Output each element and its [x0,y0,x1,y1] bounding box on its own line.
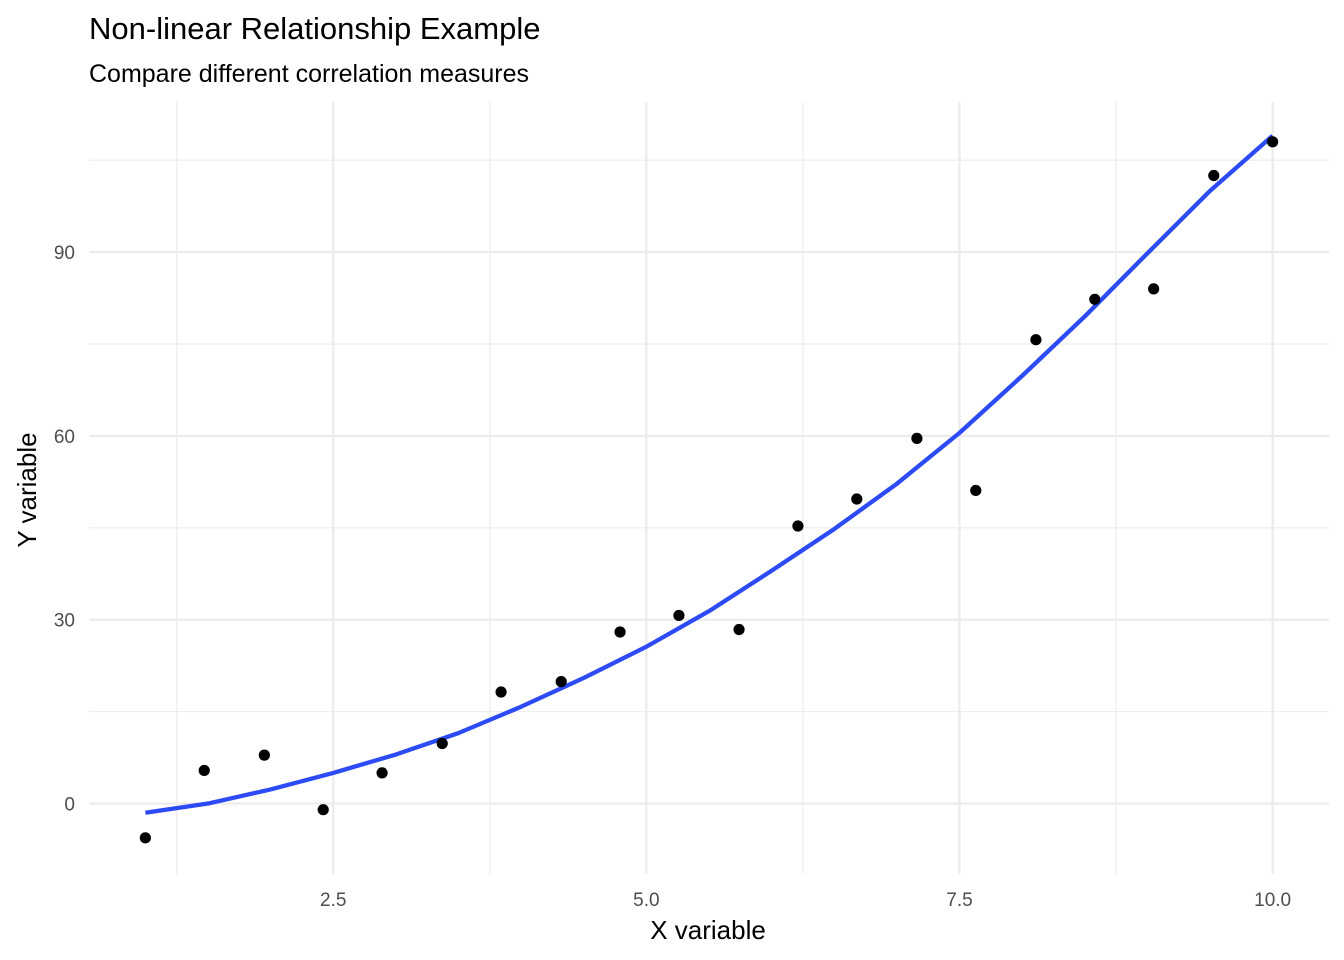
fit-line-layer [145,134,1275,815]
data-point [258,749,270,761]
data-point [614,626,626,638]
data-point [673,609,685,622]
fit-line [145,134,1275,815]
x-tick-label: 5.0 [633,890,659,911]
chart-title: Non-linear Relationship Example [89,11,540,46]
data-point [970,484,982,497]
x-tick-label: 10.0 [1254,890,1291,911]
data-point [376,767,388,779]
data-point [1030,334,1042,346]
data-point [1267,136,1279,148]
data-point [733,623,745,636]
y-tick-label: 0 [64,795,75,816]
x-tick-label: 2.5 [320,890,346,911]
y-tick-label: 30 [54,611,75,632]
y-axis-title: Y variable [12,432,42,547]
data-point [792,520,804,532]
tick-labels: 2.5 5.0 7.5 10.0 0 30 60 90 [54,243,1291,911]
points-layer [139,136,1279,844]
data-point [1208,169,1220,182]
y-tick-label: 60 [54,427,75,448]
x-axis-title: X variable [650,915,766,945]
data-point [1089,293,1101,305]
grid [89,102,1329,874]
data-point [555,676,567,688]
data-point [139,832,151,844]
data-point [1148,283,1160,295]
data-point [317,804,329,816]
x-tick-label: 7.5 [946,890,972,911]
y-tick-label: 90 [54,243,75,264]
data-point [911,432,923,444]
chart-subtitle: Compare different correlation measures [89,60,529,88]
data-point [198,764,210,777]
data-point [436,737,448,750]
data-point [495,686,507,698]
data-point [851,493,863,505]
